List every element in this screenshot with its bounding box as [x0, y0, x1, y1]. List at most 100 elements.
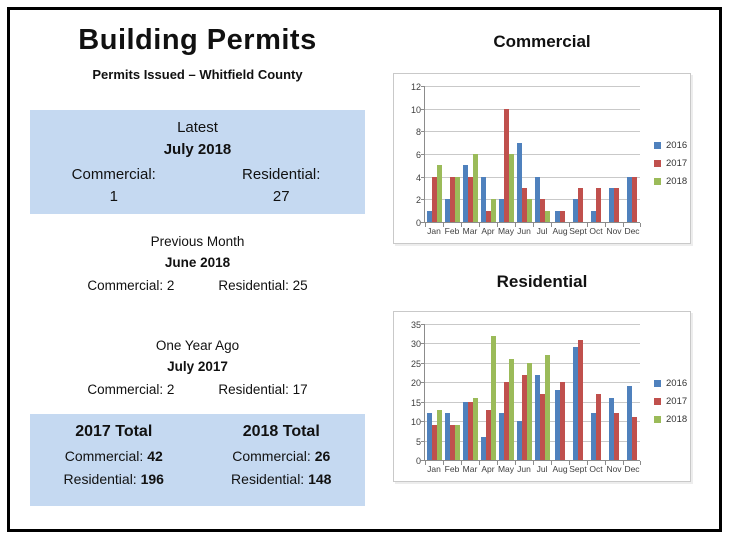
y-axis-tick: [421, 401, 425, 403]
x-axis-tick: [533, 223, 534, 227]
x-axis-tick: [479, 461, 480, 465]
one-year-ago-residential: Residential: 17: [218, 382, 308, 397]
totals-2017-residential-label: Residential:: [63, 471, 141, 487]
legend-item-2017: 2017: [654, 158, 687, 169]
bar-2016-dec: [627, 386, 632, 460]
y-tick-label: 5: [415, 436, 421, 447]
bar-2017-aug: [560, 210, 565, 222]
x-tick-label: Nov: [606, 464, 622, 474]
gridline: [425, 176, 640, 178]
previous-month-period: June 2018: [164, 255, 231, 270]
bar-2017-feb: [449, 425, 455, 460]
bar-2018-apr: [490, 199, 496, 222]
bar-2017-apr: [485, 409, 491, 460]
legend-swatch-icon: [654, 380, 661, 387]
bar-2018-mar: [472, 397, 478, 460]
bar-2016-aug: [555, 390, 560, 460]
bar-2017-oct: [596, 188, 601, 222]
bar-2017-nov: [614, 413, 619, 460]
x-tick-label: Jul: [536, 226, 548, 236]
x-tick-label: Sept: [569, 226, 587, 236]
x-tick-label: Jul: [536, 464, 548, 474]
page-subtitle: Permits Issued – Whitfield County: [92, 67, 303, 82]
bar-2018-apr: [490, 335, 496, 460]
x-axis-tick: [640, 223, 641, 227]
legend-item-2017: 2017: [654, 396, 687, 407]
latest-commercial-label: Commercial:: [71, 166, 156, 183]
bar-2016-jul: [534, 176, 540, 222]
bar-group-aug: [551, 87, 569, 222]
bar-group-may: [497, 87, 515, 222]
commercial-chart: 0 2 4 6 8 10 12 Jan Feb Mar Apr May Jun Jul Aug Sept Oct…: [393, 73, 691, 244]
bar-2016-mar: [462, 165, 468, 222]
x-axis-tick: [443, 461, 444, 465]
x-axis-tick: [551, 223, 552, 227]
y-axis-tick: [421, 382, 425, 384]
totals-2018-residential-value: 148: [308, 471, 332, 487]
totals-2018-column: 2018 Total Commercial: 26 Residential: 1…: [198, 423, 366, 506]
y-axis-tick: [421, 154, 425, 155]
latest-period: July 2018: [163, 141, 232, 158]
bar-2016-aug: [555, 210, 560, 222]
report-header: Building Permits Permits Issued – Whitfi…: [30, 24, 365, 82]
bar-2016-nov: [609, 397, 614, 460]
latest-commercial-value: 1: [109, 188, 118, 205]
bar-2018-mar: [472, 154, 478, 222]
x-tick-label: Aug: [552, 226, 568, 236]
y-axis-tick: [421, 222, 425, 223]
legend-swatch-icon: [654, 160, 661, 167]
y-tick-label: 4: [415, 172, 421, 183]
bar-2016-feb: [444, 199, 450, 222]
totals-2017-column: 2017 Total Commercial: 42 Residential: 1…: [30, 423, 198, 506]
legend-label: 2018: [666, 176, 688, 187]
bar-2016-jan: [426, 413, 432, 460]
page-title: Building Permits: [78, 24, 317, 56]
plot-area: 0 2 4 6 8 10 12 Jan Feb Mar Apr May Jun Jul Aug Sept Oct…: [411, 82, 641, 236]
y-axis-tick: [421, 199, 425, 201]
legend: 2016 2017 2018: [654, 378, 687, 432]
bar-group-dec: [623, 87, 641, 222]
legend-label: 2017: [666, 158, 688, 169]
bar-2017-apr: [485, 210, 491, 222]
x-axis-tick: [587, 461, 588, 465]
legend-swatch-icon: [654, 416, 661, 423]
y-axis-tick: [421, 86, 425, 87]
bar-group-oct: [587, 325, 605, 460]
gridline: [425, 131, 640, 133]
bar-2017-may: [503, 382, 509, 460]
x-axis-tick: [515, 461, 516, 465]
plot-area: 0 5 10 15 20 25 30 35 Jan Feb Mar Apr May Jun Jul Aug Se…: [411, 320, 641, 474]
x-axis-tick: [443, 223, 444, 227]
bar-2016-feb: [444, 413, 450, 460]
legend-label: 2017: [666, 396, 688, 407]
bar-group-jul: [533, 325, 551, 460]
legend-label: 2016: [666, 378, 688, 389]
gridline: [425, 401, 640, 403]
bar-2018-feb: [454, 425, 460, 460]
bar-2017-oct: [596, 393, 601, 460]
totals-2018-commercial-value: 26: [314, 448, 331, 464]
totals-2018-residential: Residential: 148: [198, 471, 366, 487]
x-axis-tick: [623, 223, 624, 227]
bar-group-sept: [569, 87, 587, 222]
x-tick-label: Jan: [427, 464, 441, 474]
totals-summary-box: 2017 Total Commercial: 42 Residential: 1…: [30, 414, 365, 506]
gridline: [425, 362, 640, 364]
bar-2017-mar: [467, 176, 473, 222]
bar-2016-may: [498, 199, 504, 222]
bar-2016-jul: [534, 374, 540, 460]
bar-2017-may: [503, 108, 509, 222]
y-tick-label: 2: [415, 195, 421, 206]
previous-month-residential: Residential: 25: [218, 278, 308, 293]
gridline: [425, 421, 640, 423]
bar-2018-jun: [526, 199, 532, 222]
y-axis-tick: [421, 108, 425, 110]
y-tick-label: 35: [410, 320, 421, 330]
bar-group-sept: [569, 325, 587, 460]
bar-2018-may: [508, 154, 514, 222]
y-axis-tick: [421, 176, 425, 178]
bar-2018-jan: [436, 165, 442, 222]
previous-month-block: Previous Month June 2018 Commercial: 2 R…: [30, 234, 365, 293]
legend-label: 2018: [666, 414, 688, 425]
totals-2018-residential-label: Residential:: [231, 471, 309, 487]
